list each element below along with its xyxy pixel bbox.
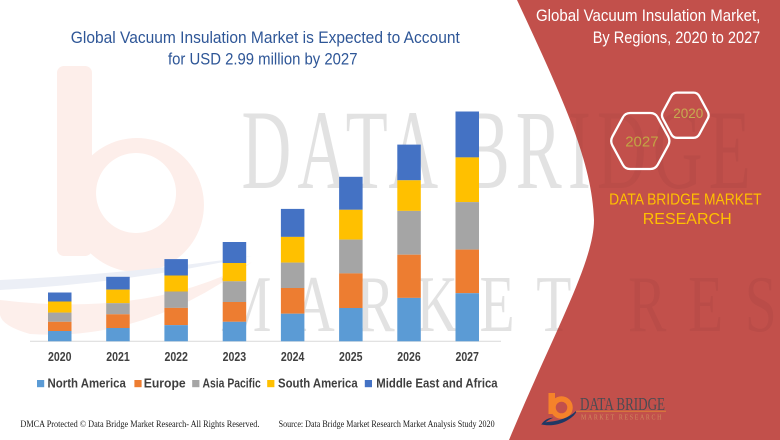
svg-text:2023: 2023 (223, 350, 247, 364)
svg-text:DATA BRIDGE MARKET: DATA BRIDGE MARKET (609, 192, 762, 209)
svg-text:2020: 2020 (48, 350, 72, 364)
svg-text:Source: Data Bridge Market Res: Source: Data Bridge Market Research Mark… (279, 420, 495, 430)
svg-text:Europe: Europe (144, 377, 186, 391)
svg-text:By Regions, 2020 to 2027: By Regions, 2020 to 2027 (593, 29, 761, 47)
svg-text:2027: 2027 (625, 134, 658, 151)
svg-text:2020: 2020 (673, 106, 703, 121)
svg-text:DMCA Protected © Data Bridge M: DMCA Protected © Data Bridge Market Rese… (20, 419, 259, 430)
svg-text:Middle East and Africa: Middle East and Africa (376, 377, 498, 391)
svg-text:2022: 2022 (164, 350, 188, 364)
svg-text:DATA BRIDGE: DATA BRIDGE (580, 394, 665, 414)
svg-text:Global Vacuum Insulation Marke: Global Vacuum Insulation Market, (536, 7, 760, 25)
svg-text:2026: 2026 (397, 350, 421, 364)
svg-text:2021: 2021 (106, 350, 130, 364)
svg-text:2024: 2024 (281, 350, 305, 364)
svg-text:for USD 2.99 million by 2027: for USD 2.99 million by 2027 (168, 51, 358, 69)
svg-text:Global Vacuum Insulation Marke: Global Vacuum Insulation Market is Expec… (71, 29, 460, 47)
svg-text:South America: South America (278, 377, 359, 391)
svg-text:2027: 2027 (455, 350, 479, 364)
svg-text:Asia Pacific: Asia Pacific (203, 377, 261, 391)
svg-text:RESEARCH: RESEARCH (643, 211, 732, 228)
svg-text:MARKET RESEARCH: MARKET RESEARCH (581, 413, 663, 421)
svg-text:2025: 2025 (339, 350, 363, 364)
svg-text:North America: North America (48, 377, 127, 391)
